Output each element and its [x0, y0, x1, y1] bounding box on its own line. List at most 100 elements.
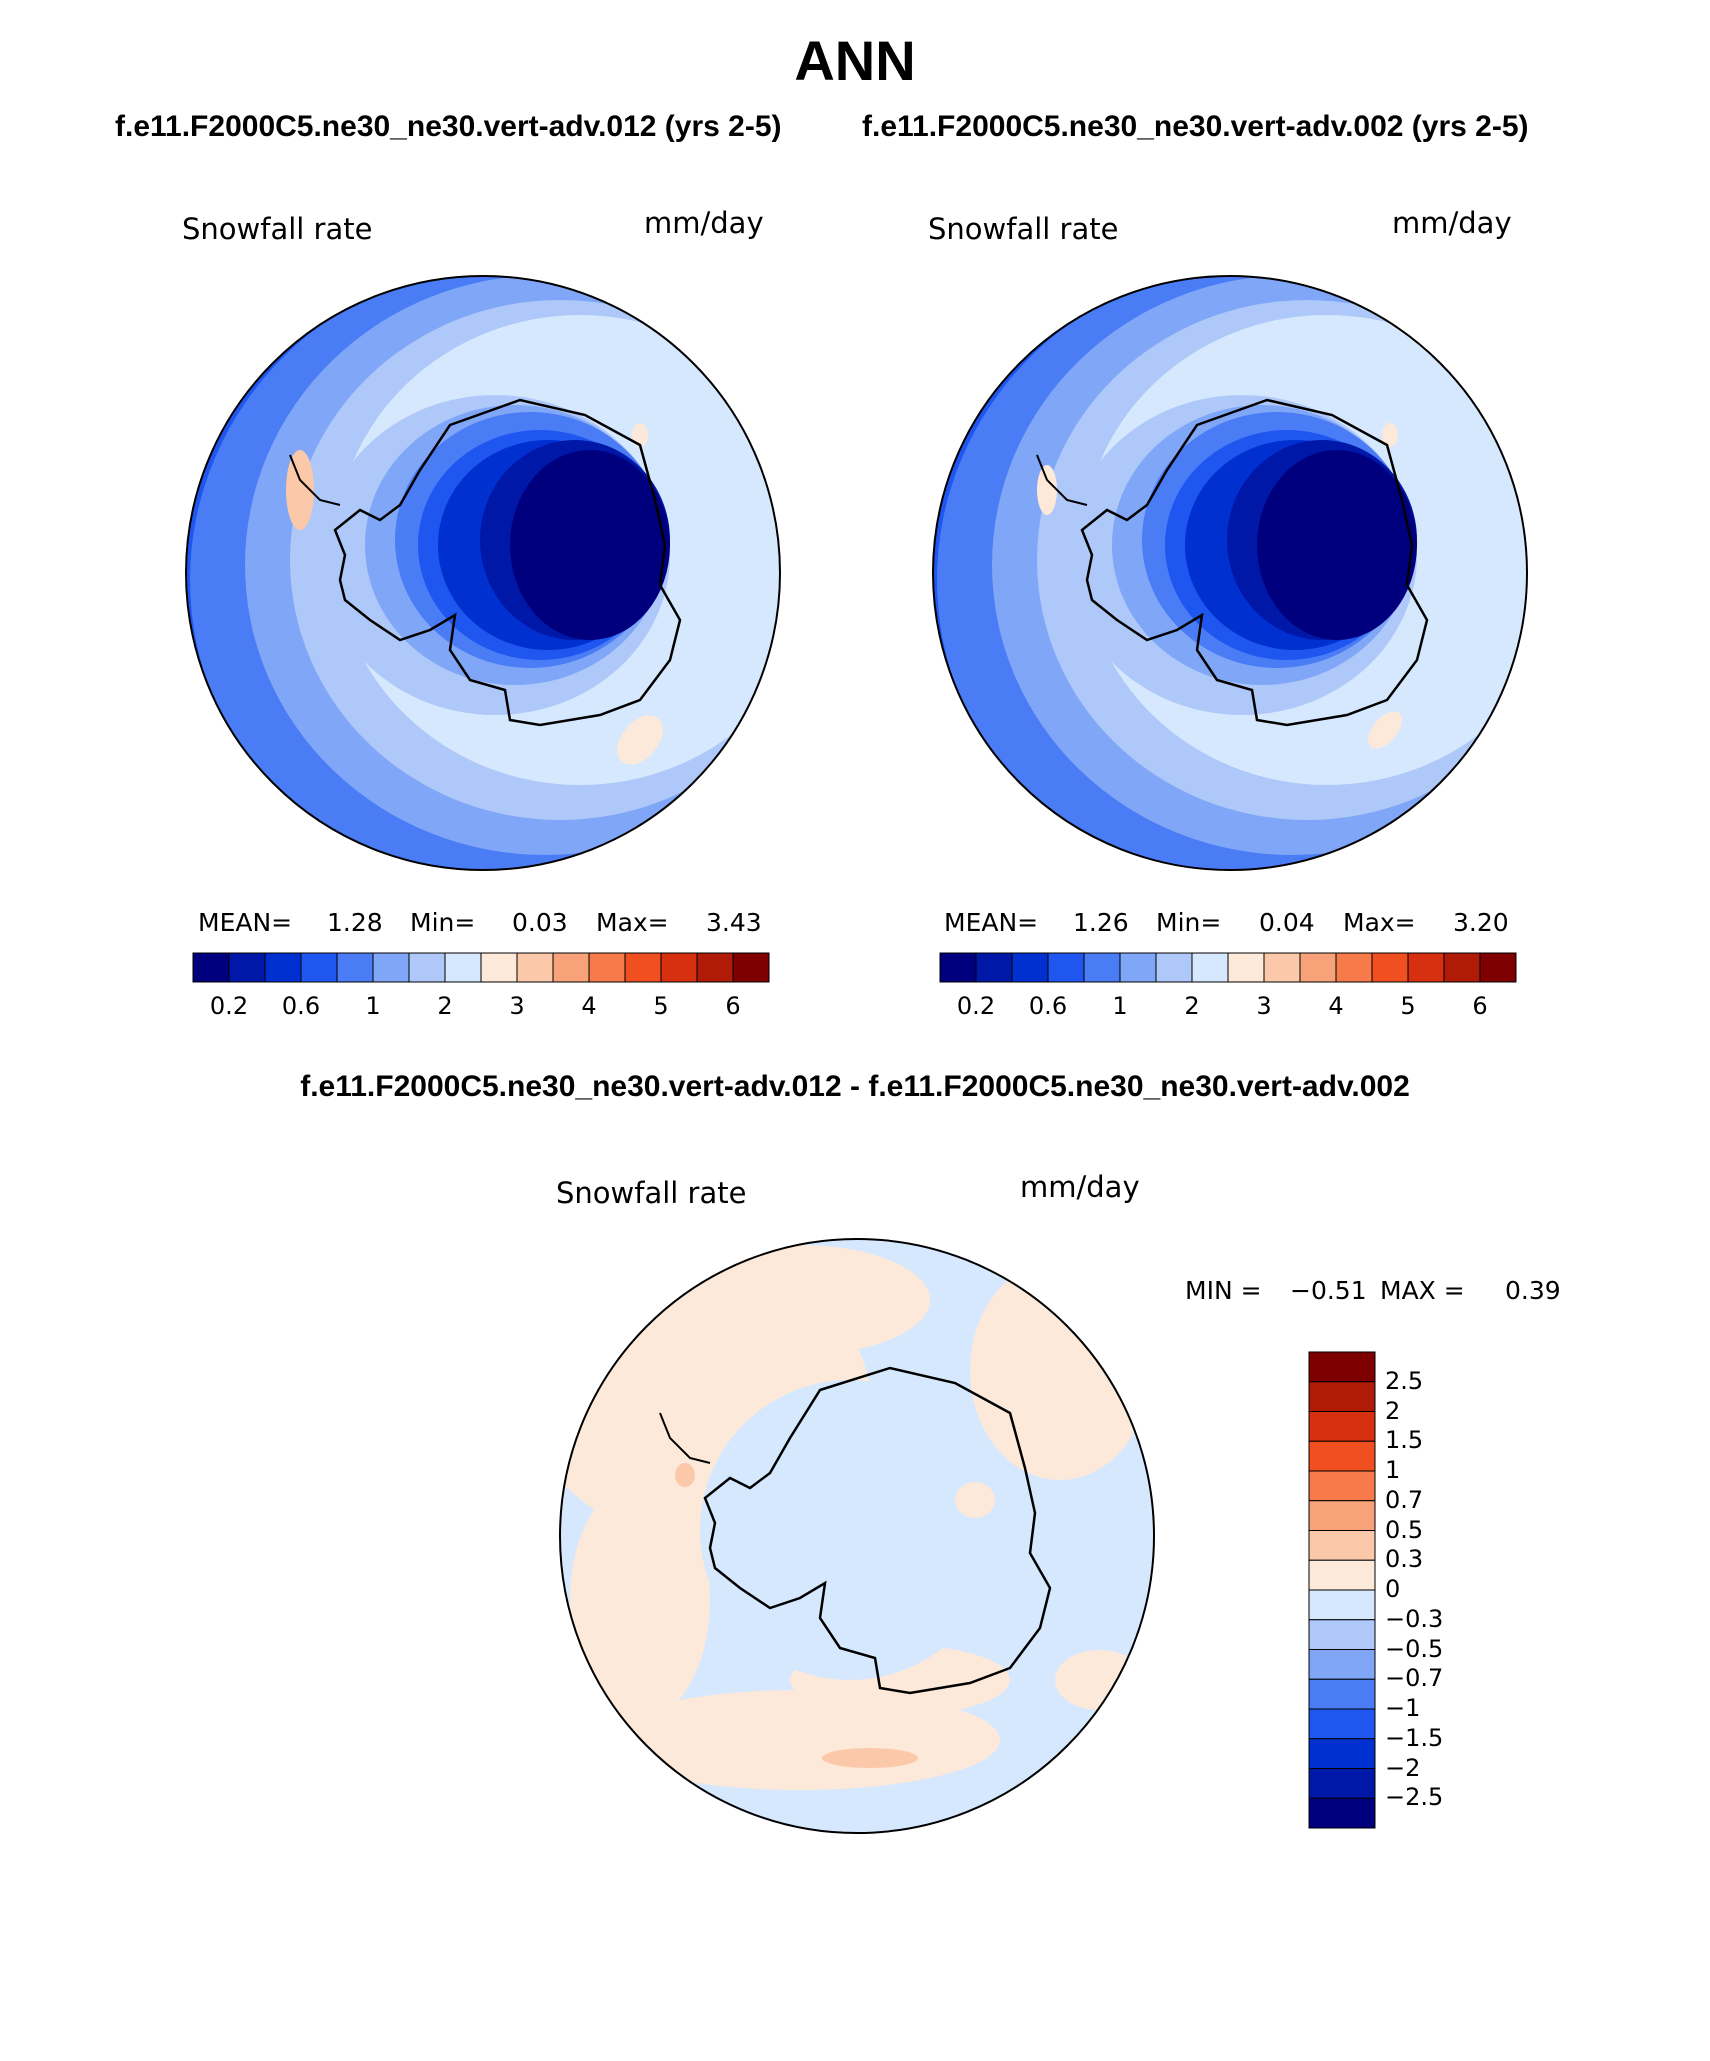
panel-2-colorbar-tick-label: 4 [1328, 992, 1344, 1020]
difference-colorbar-box [1308, 1619, 1376, 1650]
panel-2-colorbar-box [1335, 952, 1373, 983]
panel-2-colorbar-box [1083, 952, 1121, 983]
plot-title: ANN [794, 29, 916, 92]
panel-1-colorbar-tick-label: 0.2 [209, 992, 249, 1020]
difference-max-label: MAX = [1380, 1276, 1465, 1305]
difference-colorbar-tick-label: 0 [1385, 1575, 1401, 1603]
panel-1-min-label: Min= [410, 908, 476, 937]
panel-1-units-label: mm/day [644, 206, 764, 240]
panel-1-colorbar-tick-label: 6 [725, 992, 741, 1020]
panel-1-case-title: f.e11.F2000C5.ne30_ne30.vert-adv.012 (yr… [115, 110, 782, 143]
difference-max-value: 0.39 [1505, 1276, 1561, 1305]
difference-colorbar-box [1308, 1530, 1376, 1561]
difference-colorbar-box [1308, 1678, 1376, 1710]
difference-colorbar-tick-label: −2.5 [1385, 1783, 1444, 1812]
difference-colorbar-box [1308, 1500, 1376, 1531]
panel-1-colorbar-box [444, 952, 482, 983]
panel-2-coastline [1080, 398, 1429, 727]
difference-min-label: MIN = [1185, 1276, 1262, 1305]
difference-min-value: −0.51 [1290, 1276, 1367, 1305]
difference-colorbar-box [1308, 1559, 1376, 1591]
difference-colorbar-tick-label: 1 [1385, 1456, 1401, 1484]
panel-2-colorbar-tick-label: 5 [1400, 992, 1416, 1020]
panel-2-colorbar-box [1299, 952, 1337, 983]
panel-2-mean-label: MEAN= [944, 908, 1039, 937]
difference-colorbar-box [1308, 1470, 1376, 1502]
panel-1-colorbar-box [372, 952, 410, 983]
panel-2-colorbar-tick-label: 6 [1472, 992, 1488, 1020]
difference-colorbar-box [1308, 1649, 1376, 1680]
panel-2-colorbar-tick-label: 0.6 [1028, 992, 1068, 1020]
difference-colorbar-tick-label: −2 [1385, 1753, 1421, 1782]
difference-colorbar-box [1308, 1768, 1376, 1799]
panel-2-colorbar-tick-label: 3 [1256, 992, 1272, 1020]
panel-2-colorbar-box [1227, 952, 1265, 983]
panel-1-colorbar-box [228, 952, 266, 983]
difference-colorbar-box [1308, 1381, 1376, 1412]
panel-1-coastline [333, 398, 682, 727]
panel-2-variable-label: Snowfall rate [928, 212, 1119, 246]
panel-1-mean-value: 1.28 [327, 908, 383, 937]
panel-1-variable-label: Snowfall rate [182, 212, 373, 246]
difference-units-label: mm/day [1020, 1170, 1140, 1204]
difference-colorbar [1308, 1351, 1376, 1829]
panel-2-colorbar-box [1011, 952, 1049, 983]
panel-2-max-label: Max= [1343, 908, 1416, 937]
panel-1-colorbar-box [660, 952, 698, 983]
difference-colorbar-box [1308, 1351, 1376, 1383]
panel-1-colorbar-box [300, 952, 338, 983]
panel-2-units-label: mm/day [1392, 206, 1512, 240]
panel-2-colorbar-tick-label: 1 [1112, 992, 1128, 1020]
panel-1-max-value: 3.43 [706, 908, 762, 937]
panel-2-colorbar-box [1371, 952, 1409, 983]
panel-2-min-value: 0.04 [1259, 908, 1315, 937]
difference-colorbar-box [1308, 1738, 1376, 1769]
panel-2-map [933, 276, 1527, 870]
difference-colorbar-box [1308, 1797, 1376, 1829]
difference-coastline [703, 1366, 1052, 1695]
difference-colorbar-tick-label: 0.5 [1385, 1515, 1424, 1544]
panel-1-colorbar-box [408, 952, 446, 983]
difference-colorbar-tick-label: 2.5 [1385, 1366, 1424, 1395]
panel-1-colorbar-box [588, 952, 626, 983]
panel-1-colorbar-tick-label: 3 [509, 992, 525, 1020]
panel-1-colorbar-box [264, 952, 302, 983]
difference-colorbar-tick-label: 0.7 [1385, 1485, 1424, 1514]
panel-2-colorbar-box [975, 952, 1013, 983]
panel-2-colorbar-box [939, 952, 977, 983]
difference-colorbar-tick-label: 2 [1385, 1396, 1401, 1425]
difference-colorbar-box [1308, 1708, 1376, 1740]
panel-1-colorbar-box [516, 952, 554, 983]
panel-1-colorbar-box [336, 952, 374, 983]
panel-1-colorbar-box [192, 952, 230, 983]
panel-1-colorbar-box [696, 952, 734, 983]
difference-colorbar-tick-label: 1.5 [1385, 1426, 1424, 1455]
panel-2-colorbar [939, 952, 1517, 983]
panel-2-colorbar-box [1191, 952, 1229, 983]
panel-2-colorbar-box [1047, 952, 1085, 983]
difference-colorbar-box [1308, 1411, 1376, 1442]
difference-colorbar-tick-label: −1 [1385, 1694, 1421, 1722]
panel-2-colorbar-box [1443, 952, 1481, 983]
panel-2-colorbar-box [1407, 952, 1445, 983]
panel-1-colorbar [192, 952, 770, 983]
panel-2-case-title: f.e11.F2000C5.ne30_ne30.vert-adv.002 (yr… [862, 110, 1529, 143]
panel-1-colorbar-tick-label: 5 [653, 992, 669, 1020]
difference-map [560, 1239, 1154, 1833]
panel-1-colorbar-tick-label: 2 [437, 992, 453, 1020]
panel-1-colorbar-box [552, 952, 590, 983]
panel-1-colorbar-tick-label: 1 [365, 992, 381, 1020]
panel-1-colorbar-box [480, 952, 518, 983]
panel-1-min-value: 0.03 [512, 908, 568, 937]
panel-1-map [186, 276, 780, 870]
panel-1-mean-label: MEAN= [198, 908, 293, 937]
panel-1-colorbar-box [624, 952, 662, 983]
panel-1-colorbar-box [732, 952, 770, 983]
difference-variable-label: Snowfall rate [556, 1176, 747, 1210]
panel-2-colorbar-box [1155, 952, 1193, 983]
panel-2-colorbar-box [1479, 952, 1517, 983]
difference-colorbar-box [1308, 1440, 1376, 1472]
difference-colorbar-tick-label: −0.3 [1385, 1604, 1444, 1633]
difference-colorbar-tick-label: −1.5 [1385, 1723, 1444, 1752]
